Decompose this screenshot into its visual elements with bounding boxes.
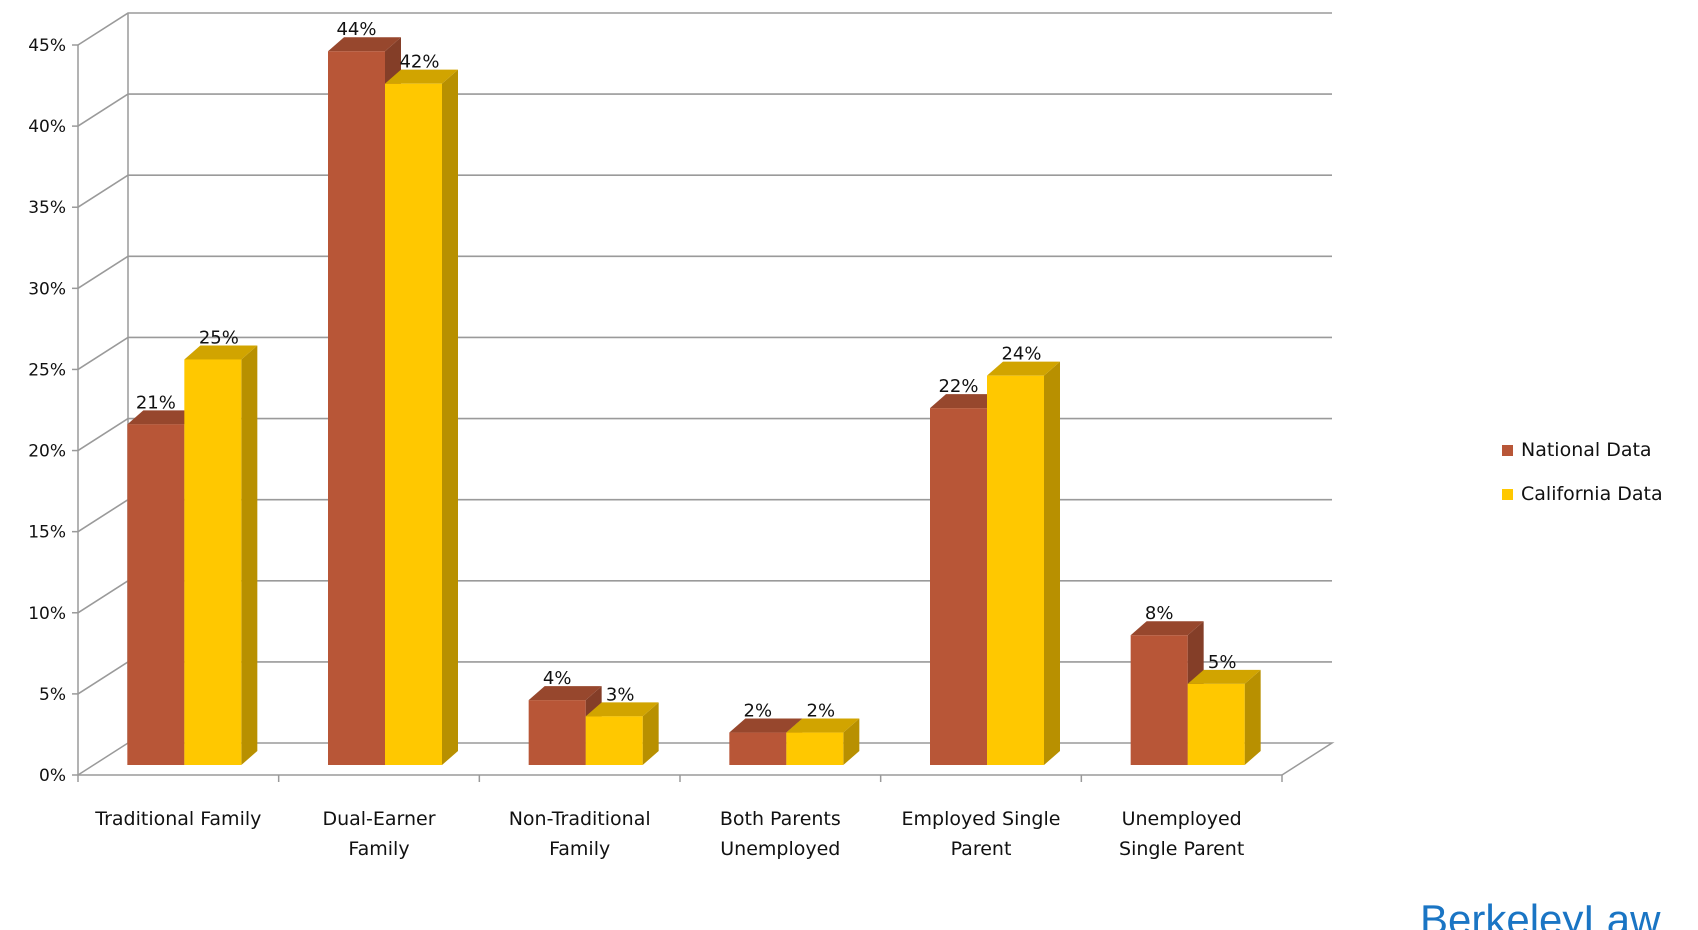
legend-swatch-california [1502, 488, 1513, 500]
data-label: 3% [606, 684, 635, 705]
y-tick-label: 0% [39, 766, 66, 786]
x-tick-label: Traditional Family [94, 808, 261, 830]
bar-side [442, 69, 458, 765]
x-axis: Traditional Family Dual-Earner Family Non-T… [77, 774, 1283, 860]
x-tick-label: Single Parent [1119, 838, 1244, 860]
bar-side [1244, 669, 1261, 765]
y-tick-label: 35% [28, 198, 66, 218]
bar-side [642, 702, 659, 765]
gridline [77, 174, 1332, 208]
y-tick-label: 45% [28, 36, 66, 56]
y-tick-label: 10% [28, 604, 66, 624]
bar-top [1130, 621, 1204, 636]
x-tick-label: Parent [951, 838, 1012, 860]
legend: National Data California Data [1502, 428, 1663, 516]
gridline [77, 255, 1332, 290]
x-tick-label: Both Parents [720, 808, 841, 830]
bar-top [987, 361, 1060, 376]
bar [184, 359, 242, 765]
data-label: 42% [399, 52, 439, 73]
bar [1130, 635, 1188, 765]
bar-top [786, 718, 860, 733]
legend-item-california: California Data [1502, 472, 1663, 516]
bar [328, 51, 385, 765]
x-tick-label: Non-Traditional [509, 808, 651, 830]
bar [930, 408, 987, 765]
data-label: 2% [807, 701, 836, 722]
brand-logo-text: BerkeleyLaw [1420, 896, 1661, 930]
y-tick-label: 25% [28, 360, 66, 380]
bar-top [930, 394, 1003, 409]
x-tick-label: Unemployed [1122, 808, 1242, 830]
y-tick-label: 30% [28, 279, 66, 299]
x-tick-label: Dual-Earner [322, 808, 435, 830]
gridline [77, 417, 1332, 452]
bar [585, 716, 643, 765]
gridline [77, 93, 1332, 127]
bar-top [328, 37, 401, 52]
gridline [77, 336, 1332, 371]
gridlines [77, 12, 1332, 695]
bar [385, 83, 442, 765]
data-label: 22% [938, 376, 978, 397]
bar [127, 424, 185, 765]
bar-top [528, 686, 602, 701]
x-tick-label: Unemployed [720, 838, 840, 860]
bars [127, 37, 1261, 765]
bar [729, 732, 787, 765]
x-tick-label: Employed Single [902, 808, 1061, 830]
bar-top [1187, 669, 1261, 684]
bar-top [385, 69, 458, 84]
bar-top [729, 718, 803, 733]
gridline [77, 12, 1332, 46]
bar-top [184, 345, 258, 360]
bar-top [585, 702, 659, 717]
y-tick-label: 5% [39, 685, 66, 705]
bar-side [241, 345, 258, 765]
legend-item-national: National Data [1502, 428, 1663, 472]
bar-side [1044, 361, 1060, 765]
x-tick-label: Family [348, 838, 409, 860]
y-tick-label: 20% [28, 442, 66, 462]
bar [786, 732, 844, 765]
brand-logo: BerkeleyLaw [1420, 896, 1698, 930]
data-label: 44% [336, 19, 376, 40]
y-tick-label: 40% [28, 117, 66, 137]
data-label: 25% [199, 327, 239, 348]
legend-swatch-national [1502, 444, 1513, 456]
data-label: 5% [1208, 652, 1237, 673]
data-label: 2% [744, 701, 773, 722]
data-label: 24% [1001, 344, 1041, 365]
x-tick-label: Family [549, 838, 610, 860]
bar-top [127, 410, 201, 425]
bar [1187, 683, 1245, 765]
y-tick-label: 15% [28, 523, 66, 543]
legend-label-california: California Data [1521, 483, 1663, 505]
bar [987, 375, 1044, 765]
bar [528, 700, 586, 765]
legend-label-national: National Data [1521, 439, 1652, 461]
data-label: 8% [1145, 603, 1174, 624]
y-axis: 0% 5% 10% 15% 20% 25% 30% 35% 40% 45% [28, 36, 79, 786]
data-label: 21% [136, 392, 176, 413]
gridline [77, 498, 1332, 533]
data-labels: 21% 25% 44% 42% 4% 3% 2% 2% 22% 24% 8% 5% [136, 19, 1237, 721]
data-label: 4% [543, 668, 572, 689]
bar-side [843, 718, 860, 765]
